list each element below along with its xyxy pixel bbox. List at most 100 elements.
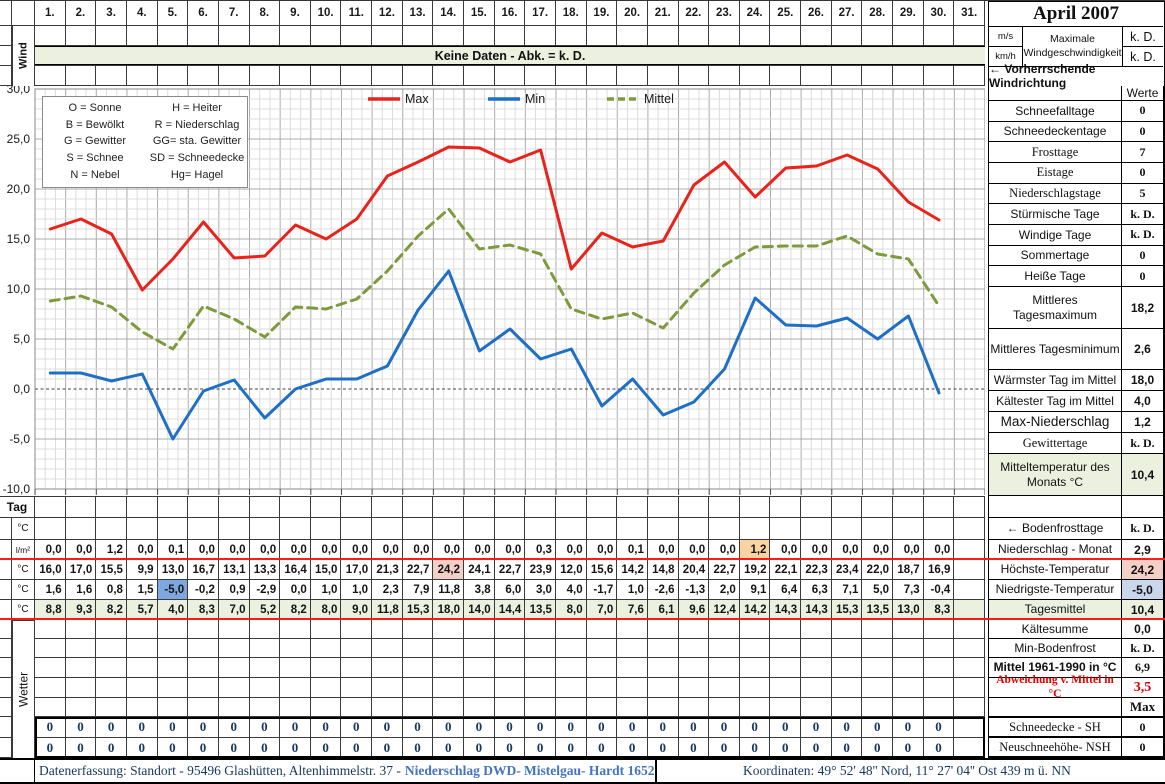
day-cell[interactable] — [924, 26, 955, 45]
day-header[interactable]: 19. — [587, 1, 618, 25]
day-cell[interactable] — [954, 658, 985, 677]
day-cell[interactable] — [679, 658, 710, 677]
stat-value[interactable]: 0 — [1139, 165, 1146, 180]
day-header[interactable]: 26. — [801, 1, 832, 25]
day-cell[interactable] — [954, 738, 985, 757]
day-cell[interactable] — [433, 639, 465, 657]
day-header[interactable]: 2. — [66, 1, 97, 25]
day-cell[interactable]: 12,4 — [709, 600, 740, 619]
day-cell[interactable] — [96, 698, 127, 716]
day-cell[interactable]: 0 — [556, 717, 587, 737]
day-cell[interactable] — [158, 658, 189, 677]
day-cell[interactable]: 9,9 — [127, 560, 158, 579]
day-cell[interactable] — [954, 26, 985, 45]
day-cell[interactable]: 0 — [832, 717, 863, 737]
day-header[interactable]: 6. — [188, 1, 219, 25]
day-cell[interactable] — [954, 639, 985, 657]
day-cell[interactable] — [740, 639, 771, 657]
day-header[interactable]: 13. — [403, 1, 434, 25]
day-cell[interactable] — [770, 678, 802, 697]
day-cell[interactable] — [954, 560, 985, 579]
day-cell[interactable] — [96, 620, 127, 638]
day-cell[interactable]: 0,1 — [158, 540, 189, 559]
day-header[interactable]: 17. — [525, 1, 556, 25]
day-cell[interactable] — [495, 26, 526, 45]
day-cell[interactable]: 7,0 — [218, 600, 250, 619]
day-cell[interactable] — [341, 518, 373, 539]
day-cell[interactable] — [587, 620, 618, 638]
day-cell[interactable]: 13,3 — [250, 560, 281, 579]
day-cell[interactable] — [250, 620, 281, 638]
day-cell[interactable] — [341, 639, 373, 657]
stat-value[interactable]: 18,0 — [1130, 373, 1155, 387]
day-cell[interactable]: 0,0 — [556, 540, 587, 559]
day-cell[interactable] — [801, 518, 832, 539]
day-cell[interactable] — [832, 26, 863, 45]
day-cell[interactable] — [862, 518, 894, 539]
day-cell[interactable] — [96, 26, 127, 45]
day-cell[interactable]: 0 — [280, 717, 311, 737]
day-cell[interactable] — [464, 518, 495, 539]
day-cell[interactable] — [679, 620, 710, 638]
day-cell[interactable] — [587, 678, 618, 697]
day-cell[interactable] — [801, 620, 832, 638]
day-cell[interactable] — [617, 26, 648, 45]
day-cell[interactable] — [403, 66, 434, 85]
day-cell[interactable] — [188, 620, 219, 638]
day-cell[interactable] — [617, 497, 648, 517]
day-cell[interactable] — [341, 678, 373, 697]
day-cell[interactable]: 0 — [587, 717, 618, 737]
day-header[interactable]: 30. — [924, 1, 955, 25]
day-cell[interactable] — [709, 678, 740, 697]
day-cell[interactable] — [464, 66, 495, 85]
day-cell[interactable] — [66, 698, 97, 716]
day-cell[interactable] — [464, 658, 495, 677]
day-cell[interactable] — [954, 580, 985, 599]
day-cell[interactable]: 11,8 — [433, 580, 465, 599]
stat-value[interactable]: 0,0 — [1134, 622, 1151, 636]
day-cell[interactable] — [525, 518, 556, 539]
day-cell[interactable] — [403, 639, 434, 657]
day-cell[interactable] — [801, 678, 832, 697]
day-cell[interactable] — [372, 518, 403, 539]
day-cell[interactable] — [403, 658, 434, 677]
day-cell[interactable] — [341, 658, 373, 677]
stat-value[interactable]: 0 — [1139, 719, 1146, 734]
day-cell[interactable]: 0,0 — [372, 540, 403, 559]
day-cell[interactable]: 0 — [96, 717, 127, 737]
day-cell[interactable] — [924, 678, 955, 697]
day-cell[interactable]: 0,0 — [219, 540, 250, 559]
day-cell[interactable] — [801, 698, 832, 716]
day-cell[interactable] — [556, 678, 587, 697]
day-cell[interactable] — [372, 497, 403, 517]
day-cell[interactable] — [433, 698, 465, 716]
day-cell[interactable] — [35, 497, 66, 517]
day-cell[interactable] — [679, 698, 710, 716]
day-cell[interactable]: 16,4 — [280, 560, 311, 579]
day-cell[interactable] — [862, 678, 894, 697]
day-cell[interactable]: -5,0 — [157, 580, 189, 599]
day-cell[interactable] — [66, 66, 97, 85]
day-cell[interactable] — [495, 497, 526, 517]
day-cell[interactable] — [219, 639, 250, 657]
stat-value[interactable]: k. D. — [1130, 227, 1155, 242]
day-cell[interactable] — [158, 66, 189, 85]
day-cell[interactable] — [525, 497, 556, 517]
day-cell[interactable]: 16,0 — [35, 560, 66, 579]
day-cell[interactable] — [250, 26, 281, 45]
day-cell[interactable] — [66, 620, 97, 638]
day-cell[interactable] — [188, 66, 219, 85]
day-cell[interactable]: 1,0 — [617, 580, 648, 599]
day-cell[interactable] — [587, 518, 618, 539]
day-cell[interactable] — [587, 497, 618, 517]
day-cell[interactable]: 0,0 — [188, 540, 219, 559]
day-cell[interactable] — [66, 639, 97, 657]
day-cell[interactable] — [96, 518, 127, 539]
day-cell[interactable]: -1,7 — [587, 580, 618, 599]
day-cell[interactable]: 0,9 — [219, 580, 250, 599]
stat-value[interactable]: -5,0 — [1122, 580, 1163, 599]
day-cell[interactable] — [280, 66, 311, 85]
day-cell[interactable]: 0 — [924, 738, 955, 757]
day-cell[interactable]: 0 — [525, 738, 556, 757]
day-cell[interactable]: 8,0 — [310, 600, 342, 619]
